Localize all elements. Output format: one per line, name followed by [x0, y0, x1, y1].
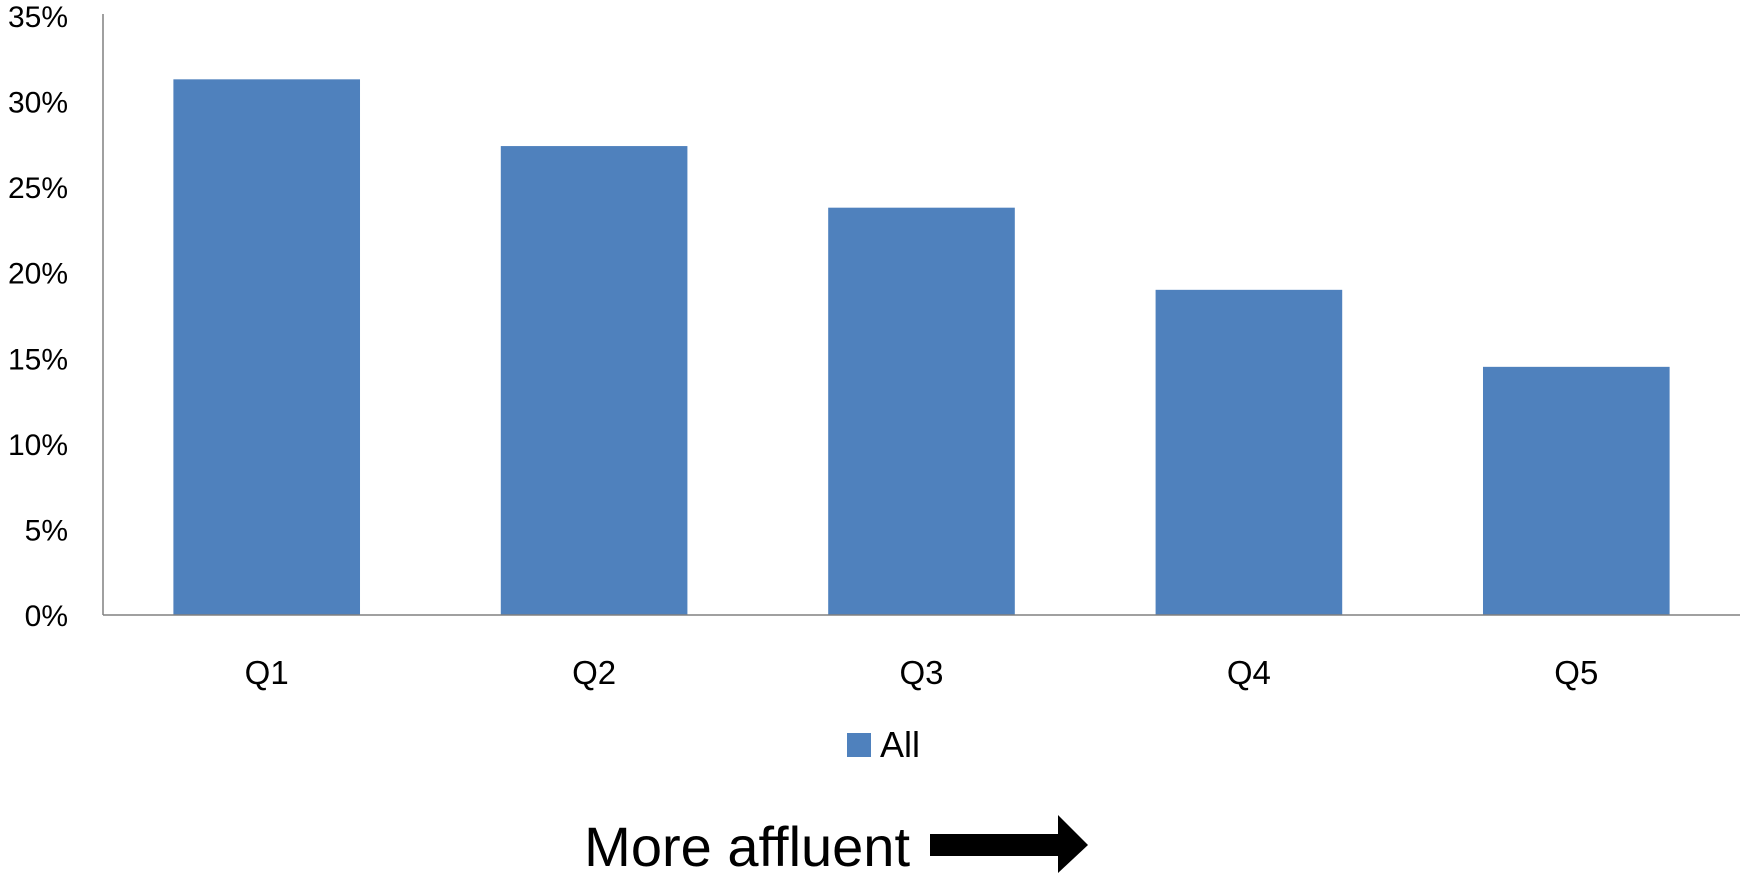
legend-label-all: All	[880, 724, 920, 765]
x-category-label: Q2	[572, 654, 616, 691]
legend-swatch	[847, 733, 871, 757]
y-tick-label: 5%	[25, 514, 68, 547]
y-axis-ticks: 0% 5% 10% 15% 20% 25% 30% 35%	[8, 1, 68, 633]
right-arrow-icon	[930, 815, 1088, 873]
bars	[173, 79, 1670, 615]
y-tick-label: 0%	[25, 600, 68, 633]
bar-q5	[1482, 366, 1670, 615]
y-tick-label: 15%	[8, 343, 68, 376]
y-tick-label: 35%	[8, 1, 68, 34]
legend: All	[847, 724, 920, 765]
affluence-note-label: More affluent	[584, 815, 910, 873]
x-category-label: Q4	[1227, 654, 1271, 691]
bar-q2	[500, 146, 688, 615]
bar-q1	[173, 79, 361, 615]
y-tick-label: 30%	[8, 87, 68, 120]
y-tick-label: 20%	[8, 258, 68, 291]
y-tick-label: 10%	[8, 429, 68, 462]
x-category-label: Q3	[899, 654, 943, 691]
bar-q3	[828, 207, 1015, 615]
x-axis-categories: Q1 Q2 Q3 Q4 Q5	[245, 654, 1599, 691]
x-category-label: Q1	[245, 654, 289, 691]
x-category-label: Q5	[1554, 654, 1598, 691]
y-tick-label: 25%	[8, 172, 68, 205]
affluence-note: More affluent	[584, 815, 1088, 873]
bar-q4	[1155, 289, 1343, 615]
